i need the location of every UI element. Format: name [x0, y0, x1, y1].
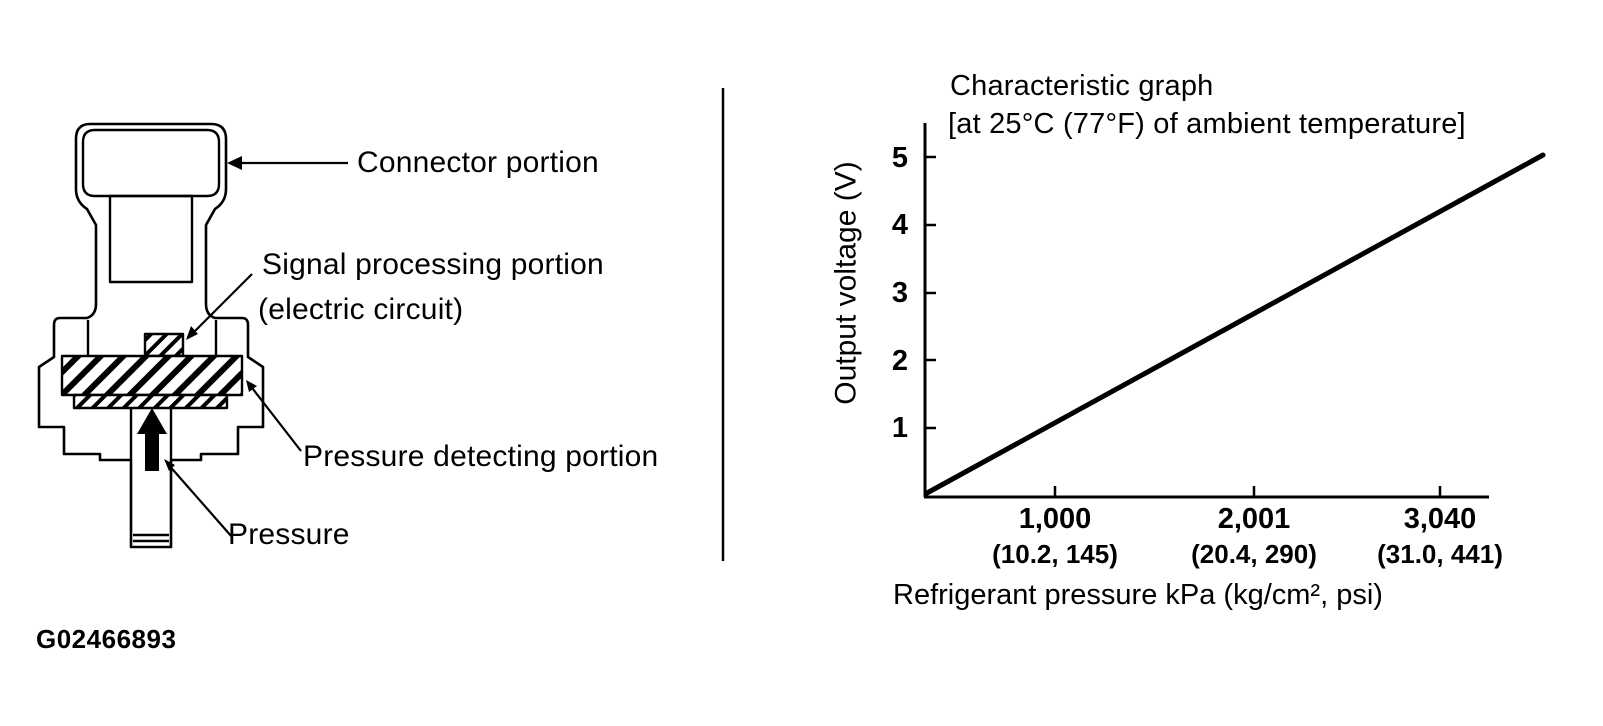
y-tick-5: 5 [891, 142, 908, 174]
pressure-sensor-drawing [37, 122, 348, 549]
chart-subtitle: [at 25°C (77°F) of ambient temperature] [948, 108, 1466, 140]
chamber-walls [86, 320, 218, 355]
y-tick-1: 1 [891, 412, 908, 444]
connector-inner-wall [81, 128, 221, 198]
detecting-arrowhead [246, 380, 257, 392]
signal-processing-label-line2: (electric circuit) [258, 293, 464, 326]
pressure-detecting-band-lower [72, 393, 229, 410]
pressure-detecting-label: Pressure detecting portion [303, 440, 659, 473]
x-tick-1000-converted: (10.2, 145) [992, 539, 1118, 569]
pressure-label: Pressure [228, 518, 350, 551]
x-tick-2001: 2,001 [1217, 503, 1291, 535]
connector-arrowhead [227, 156, 242, 170]
detecting-leader [248, 383, 302, 452]
pressure-detecting-band [60, 354, 244, 397]
inlet-tube-walls [129, 408, 173, 460]
signal-leader [188, 273, 253, 338]
y-tick-2: 2 [891, 345, 908, 377]
x-tick-3040: 3,040 [1403, 503, 1477, 535]
leader-lines [166, 161, 348, 538]
signal-processing-block [143, 332, 185, 358]
x-tick-2001-converted: (20.4, 290) [1191, 539, 1317, 569]
output-voltage-line [924, 152, 1546, 496]
pressure-arrowhead [164, 459, 175, 471]
pressure-flow-arrow [137, 408, 167, 471]
neck-bore [108, 194, 194, 284]
signal-processing-label-line1: Signal processing portion [262, 248, 604, 281]
connector-portion-label: Connector portion [357, 146, 599, 179]
sensor-outer-silhouette [37, 122, 265, 549]
leader-arrowheads [164, 156, 257, 471]
inlet-tube-bottom-lines [133, 533, 169, 543]
y-axis-ticks [925, 155, 936, 430]
x-tick-1000: 1,000 [1018, 503, 1092, 535]
y-tick-4: 4 [891, 209, 908, 241]
chart-title: Characteristic graph [950, 70, 1214, 102]
figure-id: G02466893 [36, 624, 177, 654]
pressure-leader [166, 462, 233, 538]
y-tick-3: 3 [891, 277, 908, 309]
x-axis-ticks [1053, 486, 1442, 497]
x-axis-label: Refrigerant pressure kPa (kg/cm², psi) [893, 579, 1383, 611]
characteristic-graph-axes [923, 123, 1546, 499]
signal-arrowhead [186, 326, 198, 340]
x-tick-3040-converted: (31.0, 441) [1377, 539, 1503, 569]
